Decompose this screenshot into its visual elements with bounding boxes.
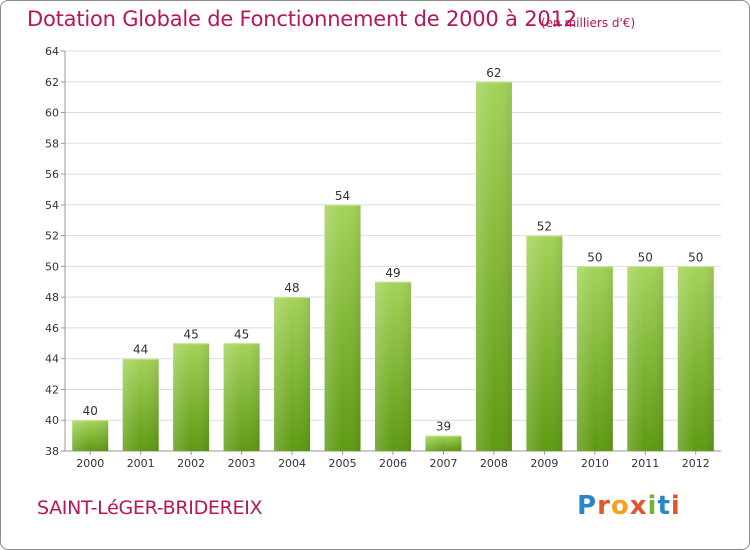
x-tick-label: 2003 [228, 457, 256, 470]
bar-sheen [122, 358, 159, 451]
value-label: 45 [234, 327, 249, 341]
x-tick-label: 2012 [682, 457, 710, 470]
value-label: 50 [688, 250, 703, 264]
y-tick-label: 60 [45, 107, 59, 120]
bar-sheen [526, 235, 563, 451]
y-tick-label: 40 [45, 414, 59, 427]
x-tick-label: 2001 [127, 457, 155, 470]
value-label: 39 [436, 420, 451, 434]
value-label: 48 [284, 281, 299, 295]
x-tick-label: 2007 [429, 457, 457, 470]
logo-letter: i [647, 491, 658, 521]
y-tick-label: 62 [45, 76, 59, 89]
bar-sheen [375, 281, 411, 451]
x-tick-label: 2006 [379, 457, 407, 470]
value-label: 54 [335, 189, 350, 203]
y-tick-label: 64 [45, 45, 59, 58]
bar-sheen [677, 266, 714, 451]
y-tick-label: 56 [45, 168, 59, 181]
y-tick-label: 42 [45, 383, 59, 396]
chart-subtitle: (en milliers d'€) [541, 16, 636, 30]
bar-sheen [425, 435, 462, 451]
x-tick-label: 2002 [177, 457, 205, 470]
value-label: 40 [83, 404, 98, 418]
logo-letter: P [577, 491, 598, 521]
bar-sheen [72, 420, 109, 451]
value-label: 50 [638, 250, 653, 264]
logo-letter: o [610, 491, 630, 521]
x-tick-label: 2000 [76, 457, 104, 470]
bar-sheen [324, 204, 361, 451]
value-label: 50 [587, 250, 602, 264]
y-tick-label: 44 [45, 353, 59, 366]
value-label: 52 [537, 220, 552, 234]
x-tick-label: 2011 [631, 457, 659, 470]
x-tick-label: 2009 [530, 457, 558, 470]
y-tick-label: 50 [45, 260, 59, 273]
y-tick-label: 54 [45, 199, 59, 212]
bar-sheen [223, 343, 260, 451]
y-tick-label: 52 [45, 230, 59, 243]
y-tick-label: 58 [45, 137, 59, 150]
x-tick-label: 2005 [329, 457, 357, 470]
value-label: 45 [184, 327, 199, 341]
logo-letter: r [597, 491, 611, 521]
bar-sheen [627, 266, 664, 451]
logo-letter: x [629, 491, 648, 521]
logo-letter: t [657, 491, 671, 521]
commune-name: SAINT-LéGER-BRIDEREIX [37, 497, 263, 519]
value-label: 62 [486, 66, 501, 80]
proxiti-logo: Proxiti [577, 491, 681, 521]
x-tick-label: 2010 [581, 457, 609, 470]
y-tick-label: 38 [45, 445, 59, 458]
chart-title: Dotation Globale de Fonctionnement de 20… [27, 7, 577, 31]
y-tick-label: 48 [45, 291, 59, 304]
bar-sheen [274, 297, 311, 451]
y-tick-label: 46 [45, 322, 59, 335]
value-label: 49 [385, 266, 400, 280]
bar-sheen [576, 266, 613, 451]
x-tick-label: 2004 [278, 457, 306, 470]
bar-sheen [475, 81, 512, 452]
logo-letter: i [670, 491, 681, 521]
bar-sheen [173, 343, 210, 451]
value-label: 44 [133, 343, 148, 357]
x-tick-label: 2008 [480, 457, 508, 470]
